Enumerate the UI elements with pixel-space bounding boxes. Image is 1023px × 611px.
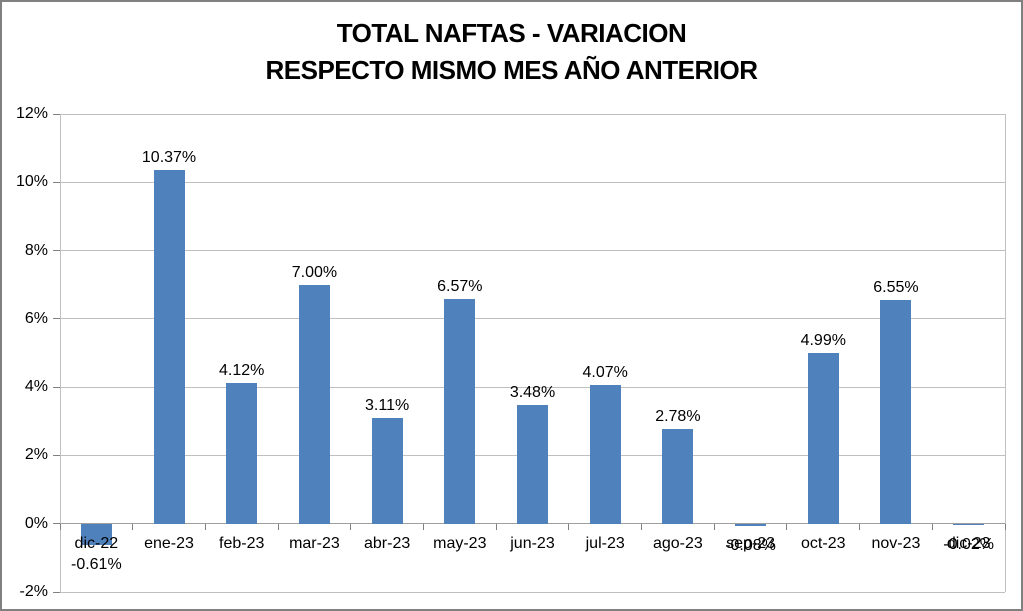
y-axis-label: 12% xyxy=(15,105,48,122)
y-axis-tick xyxy=(53,318,60,320)
y-axis-tick xyxy=(53,386,60,388)
plot-border-left xyxy=(59,114,61,592)
x-axis-tick xyxy=(1004,523,1006,530)
y-axis-label: 2% xyxy=(24,446,48,464)
data-label: 4.12% xyxy=(219,362,265,380)
x-axis-label: dic-22 xyxy=(74,535,119,552)
y-axis-label: 8% xyxy=(24,241,48,259)
bar-sep-23 xyxy=(735,523,767,527)
x-axis-line xyxy=(60,523,1005,525)
x-axis-label: abr-23 xyxy=(363,535,411,552)
x-axis-tick xyxy=(132,523,134,530)
x-axis-tick xyxy=(204,523,206,530)
y-axis-label: 10% xyxy=(15,173,48,191)
x-axis-tick xyxy=(786,523,788,530)
y-axis-tick xyxy=(53,113,60,115)
x-axis-label: ago-23 xyxy=(652,535,703,552)
x-axis-label: sep-23 xyxy=(726,535,776,552)
gridline xyxy=(60,591,1005,593)
bar-mar-23 xyxy=(298,284,330,524)
gridline xyxy=(60,250,1005,252)
x-axis-label: dic-23 xyxy=(946,535,991,552)
bar-ene-23 xyxy=(153,169,185,524)
data-label: 4.07% xyxy=(582,363,628,381)
x-axis-tick xyxy=(641,523,643,530)
gridline xyxy=(60,181,1005,183)
data-label: -0.08% xyxy=(725,537,776,555)
data-label: 3.48% xyxy=(509,383,556,401)
x-axis-tick xyxy=(859,523,861,530)
y-axis-tick xyxy=(53,250,60,252)
bar-ago-23 xyxy=(662,428,694,524)
data-label: 4.99% xyxy=(800,332,846,350)
data-label: -0.02% xyxy=(943,536,994,554)
gridline xyxy=(60,318,1005,320)
data-label: 3.11% xyxy=(365,396,410,414)
y-axis-tick xyxy=(53,181,60,183)
y-axis-tick xyxy=(53,523,60,525)
x-axis-label: jul-23 xyxy=(585,535,625,552)
x-axis-label: jun-23 xyxy=(510,535,555,552)
x-axis-label: oct-23 xyxy=(801,535,846,552)
y-axis-label: 0% xyxy=(24,514,48,532)
x-axis-label: ene-23 xyxy=(144,535,194,552)
y-axis-label: 4% xyxy=(24,378,48,396)
data-label: -0.61% xyxy=(70,555,122,573)
x-axis-tick xyxy=(713,523,715,530)
bar-dic-23 xyxy=(953,523,985,526)
x-axis-label: feb-23 xyxy=(219,535,265,552)
x-axis-tick xyxy=(422,523,424,530)
bar-nov-23 xyxy=(880,300,912,524)
data-label: 6.55% xyxy=(873,279,919,297)
chart-title-line1: TOTAL NAFTAS - VARIACION xyxy=(336,18,687,48)
x-axis-label: may-23 xyxy=(433,535,487,552)
chart-title-line2: RESPECTO MISMO MES AÑO ANTERIOR xyxy=(265,55,758,85)
data-label: 7.00% xyxy=(291,263,338,281)
bar-oct-23 xyxy=(807,353,839,524)
x-axis-tick xyxy=(59,523,61,530)
bar-may-23 xyxy=(444,299,476,524)
data-label: 2.78% xyxy=(655,407,701,425)
y-axis-label: -2% xyxy=(19,583,48,600)
x-axis-label: nov-23 xyxy=(871,535,921,552)
gridline xyxy=(60,113,1005,115)
bar-abr-23 xyxy=(371,417,403,524)
x-axis-tick xyxy=(350,523,352,530)
data-label: 6.57% xyxy=(437,278,483,296)
bar-feb-23 xyxy=(226,383,258,524)
x-axis-tick xyxy=(568,523,570,530)
x-axis-label: mar-23 xyxy=(289,535,340,552)
gridline xyxy=(60,386,1005,388)
y-axis-label: 6% xyxy=(24,309,48,327)
bar-dic-22 xyxy=(80,523,112,545)
x-axis-tick xyxy=(931,523,933,530)
x-axis-tick xyxy=(495,523,497,530)
data-label: 10.37% xyxy=(141,148,197,166)
y-axis-tick xyxy=(53,591,60,593)
plot-border-right xyxy=(1004,114,1006,592)
x-axis-tick xyxy=(277,523,279,530)
bar-jun-23 xyxy=(517,404,548,524)
y-axis-tick xyxy=(53,454,60,456)
chart-title: TOTAL NAFTAS - VARIACION RESPECTO MISMO … xyxy=(2,15,1021,89)
bar-jul-23 xyxy=(589,384,621,524)
